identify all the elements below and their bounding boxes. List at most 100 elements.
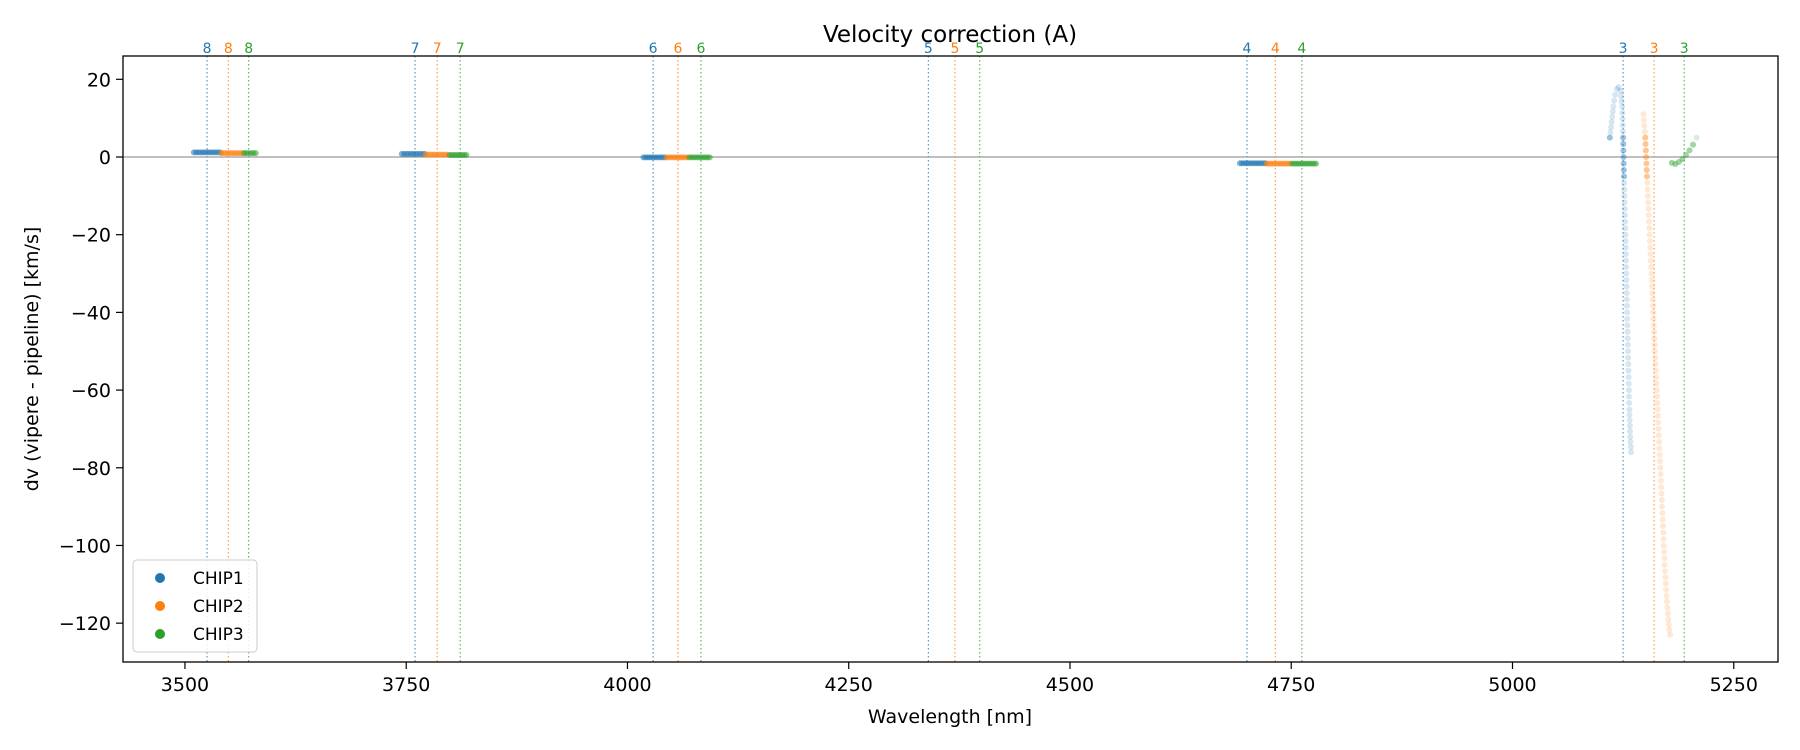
- data-point: [1608, 119, 1615, 126]
- data-point: [1615, 84, 1622, 91]
- data-point: [1621, 179, 1628, 186]
- data-point: [1662, 580, 1669, 587]
- data-point: [1621, 173, 1628, 180]
- x-axis: 3500 3750 4000 4250 4500 4750 5000 5250: [161, 662, 1758, 696]
- data-point: [1626, 406, 1633, 413]
- data-point: [1625, 380, 1632, 387]
- data-point: [1672, 160, 1679, 167]
- data-point: [1612, 91, 1619, 98]
- data-point: [1654, 406, 1661, 413]
- order-label-3-chip3: 3: [1680, 41, 1689, 57]
- data-point: [1627, 444, 1634, 451]
- data-point: [1653, 380, 1660, 387]
- data-point: [1619, 109, 1626, 116]
- data-point: [706, 154, 713, 161]
- data-point: [1652, 354, 1659, 361]
- data-point: [1624, 348, 1631, 355]
- x-tick-label: 4750: [1267, 674, 1315, 696]
- data-point: [1621, 186, 1628, 193]
- order-label-4-chip2: 4: [1271, 41, 1280, 57]
- data-point: [1621, 199, 1628, 206]
- order-label-5-chip1: 5: [924, 41, 933, 57]
- data-point: [1643, 154, 1650, 160]
- data-point: [1661, 561, 1668, 568]
- data-point: [1649, 296, 1656, 303]
- data-point: [1313, 160, 1320, 167]
- order-label-4-chip3: 4: [1297, 41, 1306, 57]
- data-point: [1651, 328, 1658, 335]
- data-point: [1621, 212, 1628, 219]
- data-point: [1640, 117, 1647, 124]
- data-point: [1646, 238, 1653, 245]
- data-point: [1675, 159, 1682, 166]
- x-tick-label: 4250: [825, 674, 873, 696]
- data-point: [1622, 257, 1629, 264]
- segment-chip1-order-8: [190, 149, 224, 156]
- data-point: [1656, 438, 1663, 445]
- data-point: [1641, 128, 1648, 135]
- data-point: [1646, 231, 1653, 238]
- order-label-7-chip1: 7: [411, 41, 420, 57]
- data-point: [1622, 218, 1629, 225]
- data-point: [1649, 289, 1656, 296]
- data-point: [1625, 354, 1632, 361]
- data-point: [1628, 449, 1635, 456]
- data-point: [1609, 113, 1616, 120]
- data-point: [1660, 529, 1667, 536]
- data-point: [1679, 155, 1686, 162]
- order-label-8-chip1: 8: [203, 41, 212, 57]
- data-point: [1626, 393, 1633, 400]
- data-point: [1643, 166, 1650, 173]
- data-point: [1646, 218, 1653, 225]
- order-label-5-chip2: 5: [950, 41, 959, 57]
- data-point: [1618, 93, 1625, 100]
- data-point: [1665, 621, 1672, 628]
- data-point: [1668, 159, 1675, 166]
- x-tick-label: 3750: [382, 674, 430, 696]
- data-point: [1622, 244, 1629, 251]
- data-point: [1623, 289, 1630, 296]
- data-point: [1667, 631, 1674, 638]
- data-point: [1624, 322, 1631, 329]
- data-point: [1664, 604, 1671, 611]
- data-point: [1656, 451, 1663, 458]
- x-axis-label: Wavelength [nm]: [868, 706, 1032, 728]
- data-point: [1641, 122, 1648, 129]
- data-point: [1648, 270, 1655, 277]
- legend-label-chip3: CHIP3: [193, 625, 244, 645]
- segment-chip3-order-3: [1668, 134, 1700, 167]
- data-point: [1650, 309, 1657, 316]
- data-point: [1608, 124, 1615, 131]
- data-point: [1607, 129, 1614, 136]
- data-point: [1624, 335, 1631, 342]
- order-label-8-chip3: 8: [244, 41, 253, 57]
- segment-chip3-order-6: [686, 154, 713, 161]
- data-point: [1663, 586, 1670, 593]
- data-point: [1618, 98, 1625, 105]
- order-label-6-chip3: 6: [696, 41, 705, 57]
- data-point: [1663, 592, 1670, 599]
- data-point: [1654, 400, 1661, 407]
- data-point: [1623, 296, 1630, 303]
- data-point: [1606, 134, 1613, 141]
- data-point: [1626, 400, 1633, 407]
- segment-chip1-order-3: [1606, 84, 1635, 456]
- data-point: [1657, 464, 1664, 471]
- data-point: [1645, 205, 1652, 212]
- data-point: [1682, 152, 1689, 159]
- data-point: [1659, 503, 1666, 510]
- data-point: [1643, 160, 1650, 167]
- data-points: [190, 84, 1700, 638]
- data-point: [1650, 322, 1657, 329]
- data-point: [1622, 225, 1629, 232]
- data-point: [1656, 458, 1663, 465]
- y-tick-label: −100: [59, 535, 111, 557]
- data-point: [1610, 103, 1617, 110]
- data-point: [1653, 387, 1660, 394]
- segment-chip2-order-7: [422, 151, 451, 158]
- data-point: [1626, 417, 1633, 424]
- data-point: [1627, 438, 1634, 445]
- segment-chip3-order-8: [241, 150, 259, 157]
